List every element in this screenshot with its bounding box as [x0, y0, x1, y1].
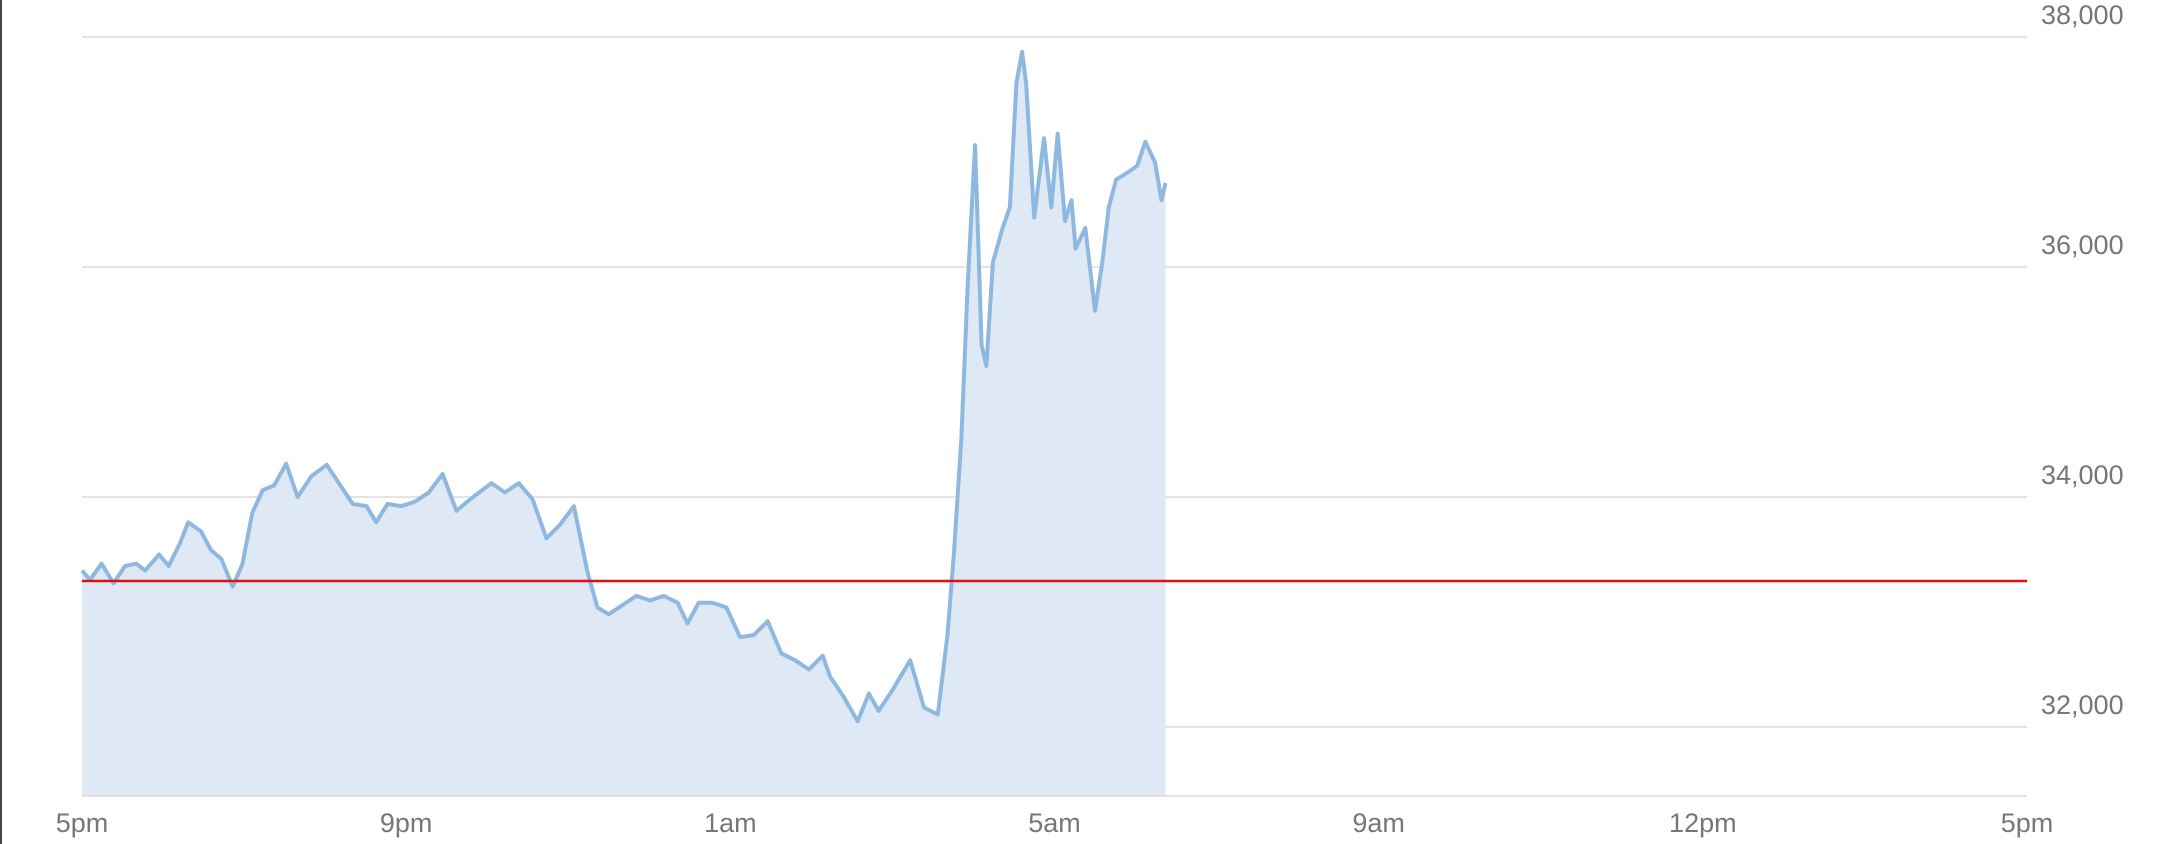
y-tick-label: 38,000: [2041, 0, 2124, 30]
area-fill: [82, 51, 1166, 796]
x-tick-label: 9am: [1352, 808, 1405, 838]
x-tick-label: 5pm: [2001, 808, 2054, 838]
x-tick-label: 5am: [1028, 808, 1081, 838]
x-tick-label: 5pm: [56, 808, 109, 838]
x-tick-label: 12pm: [1669, 808, 1737, 838]
x-tick-label: 9pm: [380, 808, 433, 838]
y-tick-label: 34,000: [2041, 460, 2124, 490]
price-line: [80, 49, 1168, 724]
y-tick-label: 32,000: [2041, 690, 2124, 720]
y-tick-label: 36,000: [2041, 230, 2124, 260]
x-tick-label: 1am: [704, 808, 757, 838]
